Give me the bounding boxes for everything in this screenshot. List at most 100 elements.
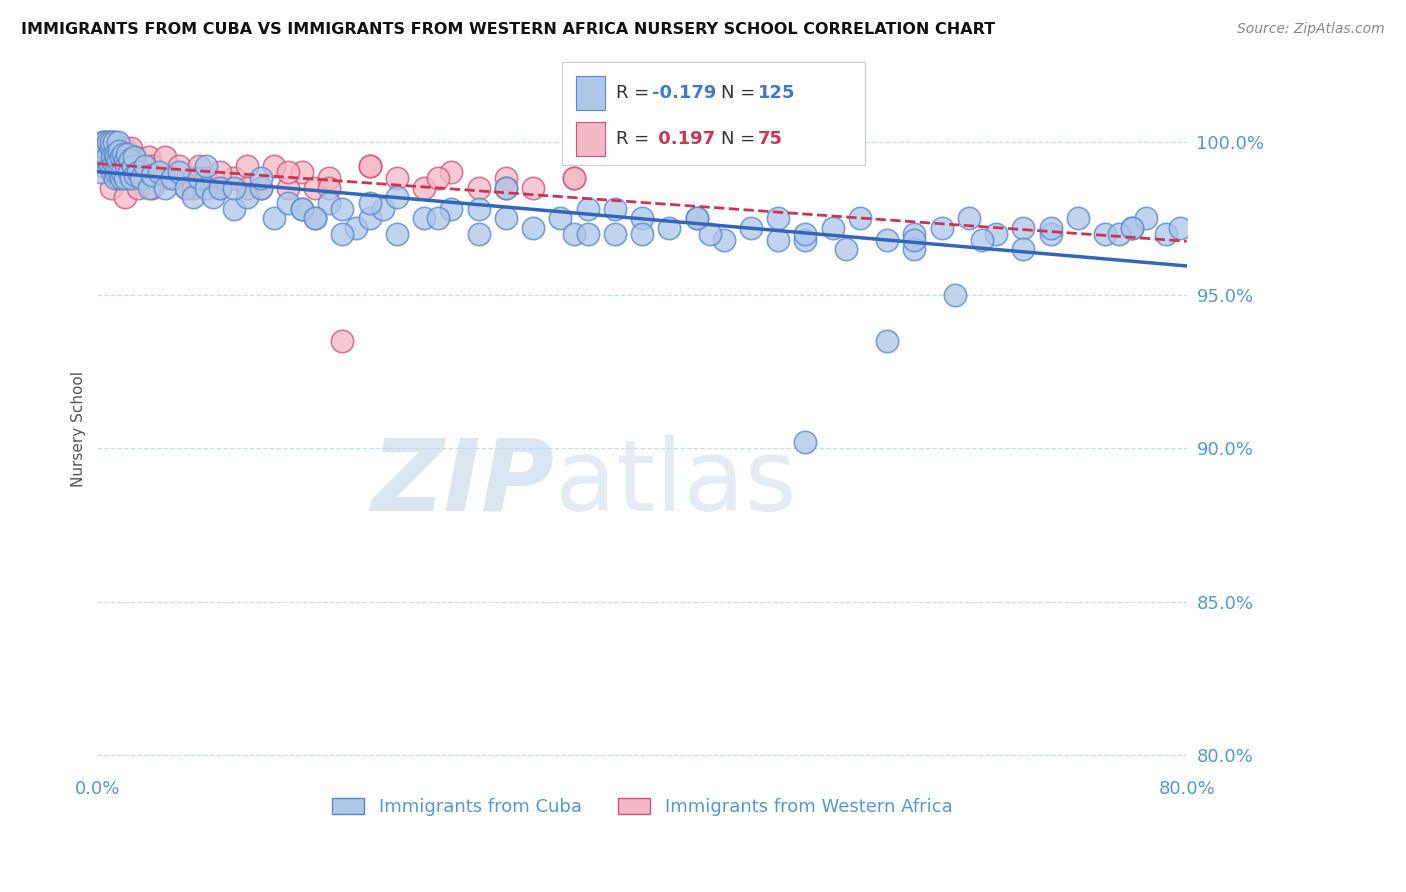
Point [181, 190, 204, 204]
Point [426, 171, 449, 186]
Point [115, 159, 138, 173]
Point [90, 165, 112, 179]
Point [685, 211, 707, 226]
Point [495, 180, 517, 194]
Point [155, 180, 177, 194]
Point [903, 242, 925, 256]
Point [522, 220, 544, 235]
Point [249, 180, 271, 194]
Point [167, 159, 190, 173]
Point [94, 141, 117, 155]
Point [107, 171, 129, 186]
Point [1067, 211, 1090, 226]
Point [101, 135, 124, 149]
Point [188, 171, 211, 186]
Point [107, 171, 129, 186]
Point [134, 159, 156, 173]
Point [104, 147, 127, 161]
Point [148, 171, 170, 186]
Legend: Immigrants from Cuba, Immigrants from Western Africa: Immigrants from Cuba, Immigrants from We… [325, 790, 960, 823]
Point [120, 141, 142, 155]
Point [1108, 227, 1130, 241]
Point [291, 202, 314, 216]
Point [121, 159, 143, 173]
Point [291, 165, 314, 179]
Point [121, 159, 143, 173]
Point [118, 171, 141, 186]
Point [562, 171, 585, 186]
Point [141, 169, 163, 183]
Point [876, 334, 898, 348]
Point [794, 233, 817, 247]
Point [114, 190, 136, 204]
Point [1121, 220, 1143, 235]
Point [903, 227, 925, 241]
Point [108, 165, 131, 179]
Point [162, 171, 184, 186]
Point [631, 211, 654, 226]
Point [222, 202, 245, 216]
Point [332, 334, 354, 348]
Point [304, 211, 326, 226]
Point [114, 141, 136, 155]
Point [148, 165, 170, 179]
Point [100, 135, 122, 149]
Point [155, 171, 177, 186]
Point [304, 211, 326, 226]
Point [359, 159, 381, 173]
Point [138, 150, 160, 164]
Point [110, 141, 132, 155]
Point [93, 150, 115, 164]
Point [263, 211, 285, 226]
Point [127, 165, 149, 179]
Point [129, 171, 152, 186]
Point [332, 202, 354, 216]
Text: 125: 125 [758, 84, 796, 103]
Point [117, 150, 139, 164]
Point [107, 153, 129, 167]
Point [318, 180, 340, 194]
Point [100, 141, 122, 155]
Point [93, 135, 115, 149]
Point [127, 171, 149, 186]
Point [124, 169, 146, 183]
Text: N =: N = [721, 84, 761, 103]
Point [332, 227, 354, 241]
Point [118, 165, 141, 179]
Text: ZIP: ZIP [373, 434, 555, 532]
Point [124, 150, 146, 164]
Point [385, 227, 408, 241]
Point [195, 159, 218, 173]
Point [1039, 220, 1062, 235]
Y-axis label: Nursery School: Nursery School [72, 370, 86, 486]
Point [318, 171, 340, 186]
Text: atlas: atlas [555, 434, 797, 532]
Point [236, 159, 259, 173]
Point [794, 435, 817, 450]
Point [1012, 242, 1035, 256]
Point [740, 220, 762, 235]
Point [129, 159, 152, 173]
Point [114, 171, 136, 186]
Point [603, 202, 626, 216]
Point [766, 233, 789, 247]
Point [93, 135, 115, 149]
Point [105, 159, 128, 173]
Point [89, 150, 111, 164]
Point [359, 196, 381, 211]
Point [195, 171, 218, 186]
Point [89, 150, 111, 164]
Point [957, 211, 980, 226]
Point [100, 141, 122, 155]
Point [373, 202, 395, 216]
Point [495, 211, 517, 226]
Point [440, 202, 463, 216]
Point [181, 180, 204, 194]
Point [522, 180, 544, 194]
Point [134, 171, 156, 186]
Point [103, 156, 125, 170]
Point [903, 233, 925, 247]
Point [105, 150, 128, 164]
Point [277, 180, 299, 194]
Point [835, 242, 858, 256]
